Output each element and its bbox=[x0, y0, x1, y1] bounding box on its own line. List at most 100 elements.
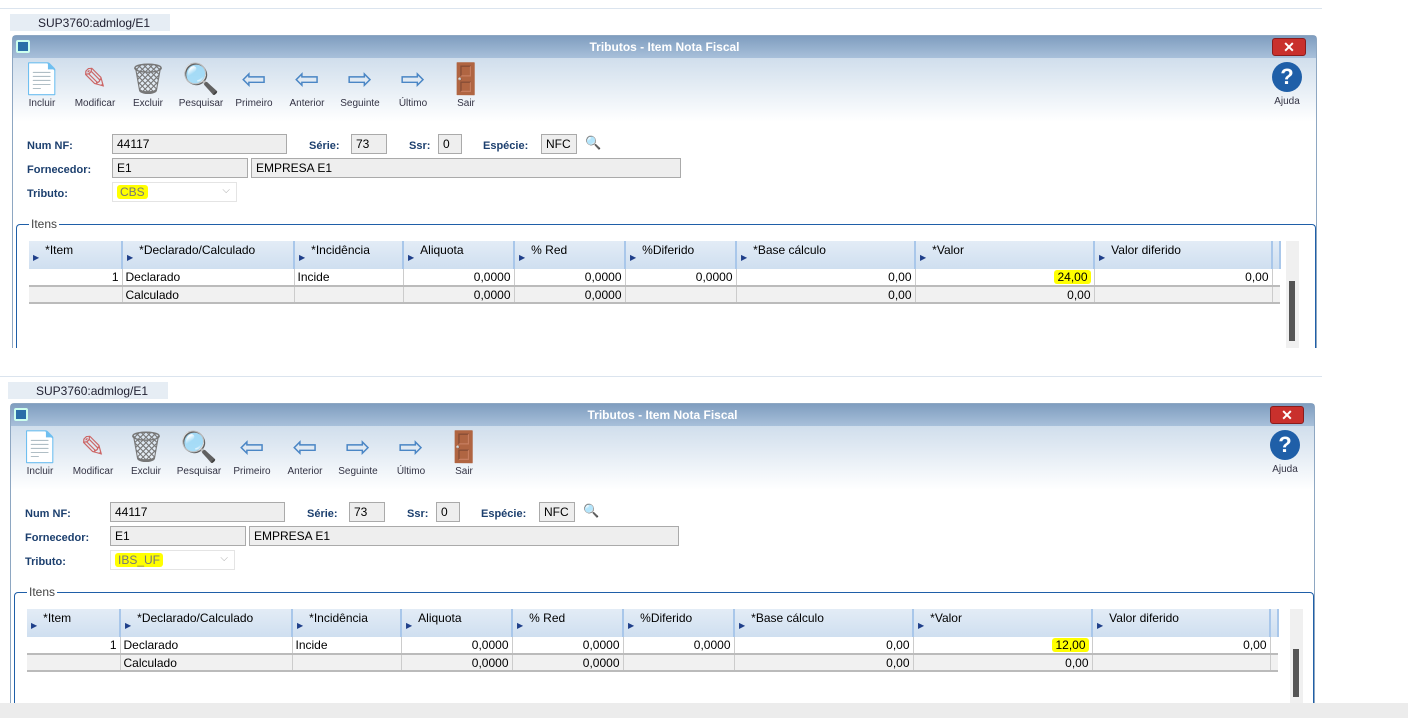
serie-field[interactable]: 73 bbox=[351, 134, 387, 154]
table-cell[interactable] bbox=[292, 654, 402, 672]
column-header[interactable]: ▶% Red bbox=[512, 609, 624, 637]
toolbar-modificar-button[interactable]: ✎ Modificar bbox=[70, 62, 120, 109]
table-cell[interactable]: 0,00 bbox=[1094, 269, 1273, 287]
toolbar-seguinte-button[interactable]: ⇨ Seguinte bbox=[333, 430, 383, 477]
toolbar-seguinte-button[interactable]: ⇨ Seguinte bbox=[335, 62, 385, 109]
column-header[interactable]: ▶*Valor bbox=[913, 609, 1093, 637]
table-cell[interactable]: 0,0000 bbox=[623, 637, 735, 655]
toolbar-incluir-button[interactable]: 📄 Incluir bbox=[17, 62, 67, 109]
table-cell[interactable] bbox=[1094, 286, 1273, 304]
column-header[interactable]: ▶% Red bbox=[514, 241, 626, 269]
table-cell[interactable] bbox=[623, 654, 735, 672]
column-header[interactable]: ▶Aliquota bbox=[401, 609, 513, 637]
close-button[interactable]: ✕ bbox=[1272, 38, 1306, 56]
table-cell[interactable]: 24,00 bbox=[915, 269, 1095, 287]
table-cell[interactable]: 0,0000 bbox=[401, 637, 513, 655]
table-cell[interactable]: 0,00 bbox=[734, 637, 914, 655]
toolbar-sair-button[interactable]: 🚪 Sair bbox=[441, 62, 491, 109]
table-cell[interactable]: Calculado bbox=[120, 654, 293, 672]
scrollbar-thumb[interactable] bbox=[1293, 649, 1299, 697]
toolbar-excluir-button[interactable]: 🗑 Excluir bbox=[123, 62, 173, 109]
fornecedor-name-field[interactable]: EMPRESA E1 bbox=[251, 158, 681, 178]
table-row[interactable]: 1 Declarado Incide 0,0000 0,0000 0,0000 0,00 24… bbox=[29, 269, 1280, 287]
table-cell[interactable] bbox=[27, 654, 121, 672]
session-tab[interactable]: SUP3760:admlog/E1 bbox=[10, 14, 170, 31]
table-cell[interactable]: 0,0000 bbox=[514, 269, 626, 287]
ssr-field[interactable]: 0 bbox=[436, 502, 460, 522]
table-cell[interactable]: 0,0000 bbox=[401, 654, 513, 672]
table-cell[interactable]: 0,0000 bbox=[403, 269, 515, 287]
table-cell[interactable] bbox=[294, 286, 404, 304]
scrollbar-thumb[interactable] bbox=[1289, 281, 1295, 341]
fornecedor-code-field[interactable]: E1 bbox=[110, 526, 246, 546]
table-cell[interactable]: 1 bbox=[27, 637, 121, 655]
table-cell[interactable]: 1 bbox=[29, 269, 123, 287]
column-header[interactable]: ▶*Incidência bbox=[294, 241, 404, 269]
table-cell[interactable]: 0,00 bbox=[1092, 637, 1271, 655]
help-button[interactable]: ? Ajuda bbox=[1272, 62, 1302, 107]
fornecedor-name-field[interactable]: EMPRESA E1 bbox=[249, 526, 679, 546]
especie-field[interactable]: NFC bbox=[539, 502, 575, 522]
session-tab[interactable]: SUP3760:admlog/E1 bbox=[8, 382, 168, 399]
table-cell[interactable]: 0,00 bbox=[913, 654, 1093, 672]
toolbar-pesquisar-button[interactable]: 🔍 Pesquisar bbox=[174, 430, 224, 477]
table-row[interactable]: Calculado 0,0000 0,0000 0,00 0,00 bbox=[27, 654, 1278, 672]
tributo-select[interactable]: CBS ⌵ bbox=[112, 182, 237, 202]
table-cell[interactable]: Incide bbox=[292, 637, 402, 655]
toolbar-primeiro-button[interactable]: ⇦ Primeiro bbox=[227, 430, 277, 477]
ssr-field[interactable]: 0 bbox=[438, 134, 462, 154]
tributo-select[interactable]: IBS_UF ⌵ bbox=[110, 550, 235, 570]
column-header[interactable]: ▶*Declarado/Calculado bbox=[122, 241, 295, 269]
column-header[interactable]: ▶*Item bbox=[27, 609, 121, 637]
table-cell[interactable]: 0,0000 bbox=[403, 286, 515, 304]
vertical-scrollbar[interactable] bbox=[1286, 241, 1299, 348]
column-header[interactable]: ▶*Declarado/Calculado bbox=[120, 609, 293, 637]
table-cell[interactable]: 0,0000 bbox=[625, 269, 737, 287]
table-cell[interactable]: 0,00 bbox=[736, 269, 916, 287]
column-header[interactable]: ▶%Diferido bbox=[625, 241, 737, 269]
toolbar-anterior-button[interactable]: ⇦ Anterior bbox=[282, 62, 332, 109]
column-header[interactable]: ▶*Valor bbox=[915, 241, 1095, 269]
table-row[interactable]: 1 Declarado Incide 0,0000 0,0000 0,0000 0,00 12… bbox=[27, 637, 1278, 655]
table-cell[interactable]: 0,00 bbox=[734, 654, 914, 672]
toolbar-pesquisar-button[interactable]: 🔍 Pesquisar bbox=[176, 62, 226, 109]
table-cell[interactable]: 0,0000 bbox=[512, 637, 624, 655]
table-cell[interactable] bbox=[29, 286, 123, 304]
toolbar-anterior-button[interactable]: ⇦ Anterior bbox=[280, 430, 330, 477]
table-cell[interactable]: 12,00 bbox=[913, 637, 1093, 655]
fornecedor-code-field[interactable]: E1 bbox=[112, 158, 248, 178]
table-cell[interactable]: 0,00 bbox=[915, 286, 1095, 304]
toolbar-modificar-button[interactable]: ✎ Modificar bbox=[68, 430, 118, 477]
table-cell[interactable]: 0,0000 bbox=[512, 654, 624, 672]
help-button[interactable]: ? Ajuda bbox=[1270, 430, 1300, 475]
column-header[interactable]: ▶Valor diferido bbox=[1094, 241, 1273, 269]
toolbar-sair-button[interactable]: 🚪 Sair bbox=[439, 430, 489, 477]
column-header[interactable]: ▶*Incidência bbox=[292, 609, 402, 637]
close-button[interactable]: ✕ bbox=[1270, 406, 1304, 424]
table-cell[interactable]: 0,00 bbox=[736, 286, 916, 304]
table-row[interactable]: Calculado 0,0000 0,0000 0,00 0,00 bbox=[29, 286, 1280, 304]
table-cell[interactable]: 0,0000 bbox=[514, 286, 626, 304]
num-nf-field[interactable]: 44117 bbox=[110, 502, 285, 522]
serie-field[interactable]: 73 bbox=[349, 502, 385, 522]
especie-field[interactable]: NFC bbox=[541, 134, 577, 154]
table-cell[interactable]: Declarado bbox=[120, 637, 293, 655]
lookup-search-icon[interactable]: 🔍 bbox=[583, 503, 600, 518]
table-cell[interactable]: Declarado bbox=[122, 269, 295, 287]
table-cell[interactable] bbox=[1092, 654, 1271, 672]
column-header[interactable]: ▶%Diferido bbox=[623, 609, 735, 637]
lookup-search-icon[interactable]: 🔍 bbox=[585, 135, 602, 150]
toolbar-último-button[interactable]: ⇨ Último bbox=[386, 430, 436, 477]
table-cell[interactable]: Calculado bbox=[122, 286, 295, 304]
toolbar-incluir-button[interactable]: 📄 Incluir bbox=[15, 430, 65, 477]
num-nf-field[interactable]: 44117 bbox=[112, 134, 287, 154]
table-cell[interactable] bbox=[625, 286, 737, 304]
column-header[interactable]: ▶Aliquota bbox=[403, 241, 515, 269]
column-header[interactable]: ▶*Item bbox=[29, 241, 123, 269]
column-header[interactable]: ▶Valor diferido bbox=[1092, 609, 1271, 637]
toolbar-último-button[interactable]: ⇨ Último bbox=[388, 62, 438, 109]
toolbar-excluir-button[interactable]: 🗑 Excluir bbox=[121, 430, 171, 477]
vertical-scrollbar[interactable] bbox=[1290, 609, 1303, 703]
table-cell[interactable]: Incide bbox=[294, 269, 404, 287]
toolbar-primeiro-button[interactable]: ⇦ Primeiro bbox=[229, 62, 279, 109]
